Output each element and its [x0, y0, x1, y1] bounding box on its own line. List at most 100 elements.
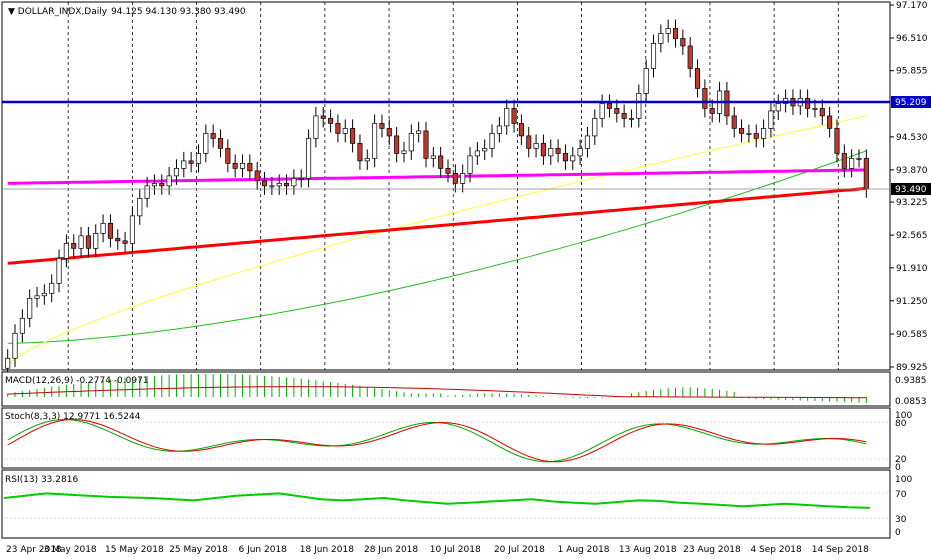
y-tick-label: 92.565: [896, 231, 928, 241]
rsi-path: [3, 492, 871, 509]
candle-body: [63, 242, 69, 259]
y-tick-label: 96.510: [896, 34, 928, 44]
candlesticks: [5, 19, 869, 378]
candle-body: [460, 173, 466, 184]
candle-body: [247, 163, 253, 172]
candle-body: [834, 128, 840, 154]
stoch-frame: [1, 407, 891, 469]
y-tick-label: 91.250: [896, 297, 928, 307]
candle-body: [159, 183, 165, 187]
candle-body: [320, 115, 326, 119]
candle-body: [658, 33, 664, 44]
candle-body: [181, 160, 187, 169]
y-tick-label: 93.870: [896, 166, 928, 176]
candle-body: [34, 295, 40, 299]
candle-body: [298, 178, 304, 180]
header-triangle-icon[interactable]: ▼: [8, 7, 18, 17]
candle-body: [606, 103, 613, 109]
candle-body: [753, 133, 759, 139]
x-tick-label: 23 Apr 2018: [6, 545, 62, 555]
candle-body: [5, 357, 11, 369]
resistance-tag: 95.209: [891, 96, 931, 108]
candle-body: [768, 110, 774, 129]
candle-body: [151, 183, 158, 187]
ma-yellow-line: [7, 115, 867, 367]
x-tick-label: 6 Jun 2018: [238, 545, 287, 555]
y-tick-label: 95.855: [896, 67, 928, 77]
candle-body: [232, 163, 238, 169]
candle-body: [386, 128, 392, 137]
candle-body: [812, 108, 818, 110]
candle-body: [203, 133, 209, 154]
macd-histogram: [7, 374, 867, 404]
candle-body: [467, 155, 473, 174]
candle-body: [614, 108, 620, 114]
candle-body: [423, 130, 429, 159]
candle-body: [849, 158, 855, 169]
candle-body: [438, 155, 444, 169]
candle-body: [115, 237, 121, 242]
candle-body: [12, 332, 18, 359]
main-pane-frame: [1, 1, 891, 371]
x-tick-label: 10 Jul 2018: [430, 545, 481, 555]
rsi-label: RSI(13) 33.2816: [5, 475, 78, 485]
candle-body: [518, 123, 524, 137]
svg-text:95.209: 95.209: [895, 98, 927, 108]
candle-body: [665, 28, 671, 34]
candle-body: [584, 135, 591, 149]
candle-body: [533, 143, 539, 149]
rsi-pane[interactable]: RSI(13) 33.2816 100 70 30 0: [1, 469, 912, 539]
x-tick-label: 23 Aug 2018: [683, 545, 741, 555]
price-axis: 97.170 96.510 95.855 94.530 93.870 93.225 92.5…: [890, 1, 928, 373]
candle-body: [482, 148, 488, 152]
candle-body: [19, 317, 25, 334]
candle-body: [364, 158, 370, 162]
x-tick-label: 28 Jun 2018: [364, 545, 418, 555]
candle-body: [540, 143, 546, 157]
candle-body: [166, 175, 172, 187]
candle-body: [210, 133, 216, 139]
candle-body: [636, 93, 642, 119]
candle-body: [306, 138, 312, 179]
candle-body: [195, 153, 202, 164]
candle-body: [394, 135, 400, 154]
candle-body: [775, 103, 781, 112]
candle-body: [144, 185, 150, 199]
main-pane[interactable]: ▼ DOLLAR_INDX,Daily 94.125 94.130 93.380 …: [1, 1, 891, 538]
candle-body: [863, 158, 869, 190]
candle-body: [276, 183, 282, 187]
candle-body: [526, 135, 532, 149]
candle-body: [71, 242, 77, 249]
x-tick-label: 20 Jul 2018: [494, 545, 545, 555]
candle-body: [650, 43, 657, 69]
stoch-pane[interactable]: Stoch(8,3,3) 12.9771 16.5244 100 80 20 0: [1, 407, 912, 473]
candle-body: [445, 168, 451, 174]
candle-body: [283, 183, 290, 187]
candle-body: [856, 158, 862, 160]
macd-label: MACD(12,26,9) -0.2774 -0.0971: [5, 376, 149, 386]
last-price-tag: 93.490: [891, 183, 931, 195]
candle-body: [746, 133, 752, 135]
stoch-tick-80: 80: [895, 419, 907, 429]
candle-body: [401, 150, 407, 154]
candle-body: [85, 235, 91, 249]
candle-body: [694, 68, 701, 89]
candle-body: [49, 282, 55, 294]
candle-body: [709, 108, 715, 114]
candle-body: [841, 153, 847, 169]
candle-body: [335, 123, 341, 134]
y-tick-label: 93.225: [896, 198, 928, 208]
candle-body: [577, 148, 583, 157]
candle-body: [680, 38, 686, 47]
candle-body: [313, 115, 319, 139]
candle-body: [100, 222, 106, 234]
candle-body: [687, 45, 693, 69]
macd-pane[interactable]: MACD(12,26,9) -0.2774 -0.0971 0.9385 0.0…: [1, 371, 927, 407]
candle-body: [357, 143, 363, 162]
chart-title: ▼ DOLLAR_INDX,Daily 94.125 94.130 93.380 …: [8, 7, 246, 17]
macd-tick-top: 0.9385: [895, 376, 927, 386]
svg-text:93.490: 93.490: [895, 185, 927, 195]
stoch-tick-0: 0: [895, 463, 901, 473]
